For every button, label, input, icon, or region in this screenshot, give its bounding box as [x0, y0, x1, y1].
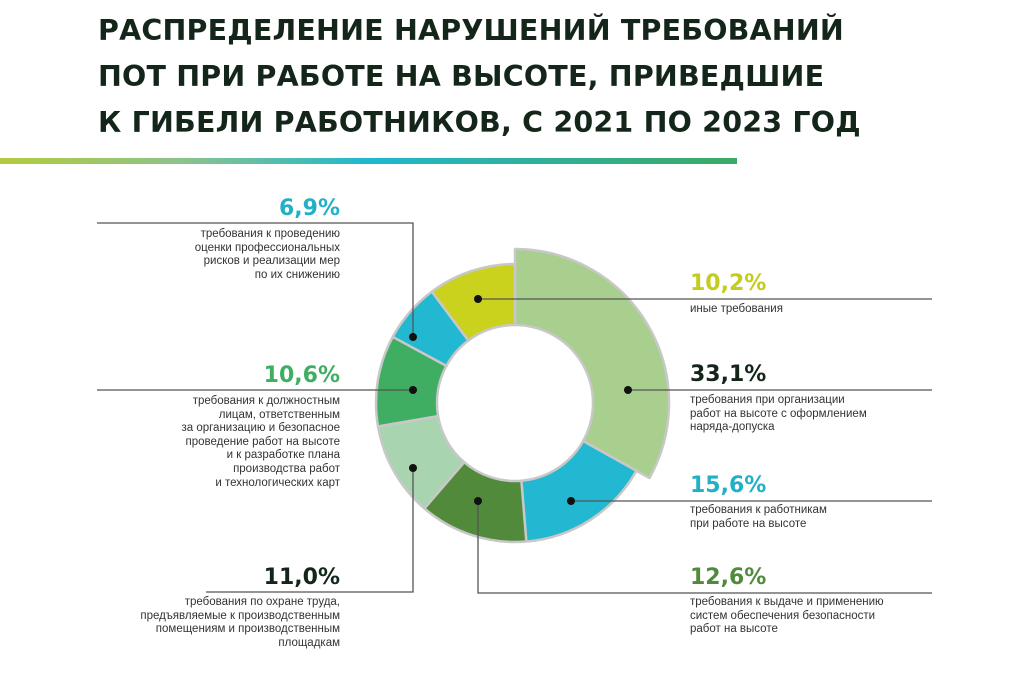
label-s3-percent: 12,6% — [690, 565, 767, 590]
donut-segment-7 — [430, 262, 517, 342]
label-s2-text: требования к работникам при работе на вы… — [690, 504, 827, 530]
label-s4-percent: 11,0% — [263, 565, 340, 590]
leader-line-s4 — [206, 468, 414, 593]
label-s6-percent: 6,9% — [278, 196, 340, 221]
dot-s4 — [409, 464, 417, 472]
dot-s7 — [474, 295, 482, 303]
dot-s2 — [567, 497, 575, 505]
leader-dots — [409, 295, 632, 505]
gradient-divider — [0, 158, 737, 164]
label-s6-text: требования к проведению оценки профессио… — [194, 228, 340, 281]
label-s5-percent: 10,6% — [263, 363, 340, 388]
dot-s6 — [409, 333, 417, 341]
donut-segments — [374, 247, 671, 544]
title-line-3: К ГИБЕЛИ РАБОТНИКОВ, С 2021 ПО 2023 ГОД — [98, 106, 861, 139]
leader-lines — [97, 222, 932, 594]
label-s4-text: требования по охране труда, предъявляемы… — [140, 596, 340, 649]
label-s1-percent: 33,1% — [690, 362, 767, 387]
dot-s5 — [409, 386, 417, 394]
dot-s1 — [624, 386, 632, 394]
label-s7-text: иные требования — [690, 303, 783, 315]
leader-line-s3 — [477, 501, 932, 594]
title-line-2: ПОТ ПРИ РАБОТЕ НА ВЫСОТЕ, ПРИВЕДШИЕ — [98, 60, 825, 93]
leader-line-s6 — [97, 222, 414, 337]
label-s1-text: требования при организации работ на высо… — [690, 394, 867, 434]
chart-title: РАСПРЕДЕЛЕНИЕ НАРУШЕНИЙ ТРЕБОВАНИЙ ПОТ П… — [98, 8, 918, 146]
label-s7-percent: 10,2% — [690, 271, 767, 296]
dot-s3 — [474, 497, 482, 505]
title-line-1: РАСПРЕДЕЛЕНИЕ НАРУШЕНИЙ ТРЕБОВАНИЙ — [98, 14, 844, 47]
donut-segment-1 — [513, 247, 671, 480]
label-s5-text: требования к должностным лицам, ответств… — [181, 395, 340, 489]
label-s3-text: требования к выдаче и применению систем … — [690, 596, 884, 636]
label-s2-percent: 15,6% — [690, 473, 767, 498]
